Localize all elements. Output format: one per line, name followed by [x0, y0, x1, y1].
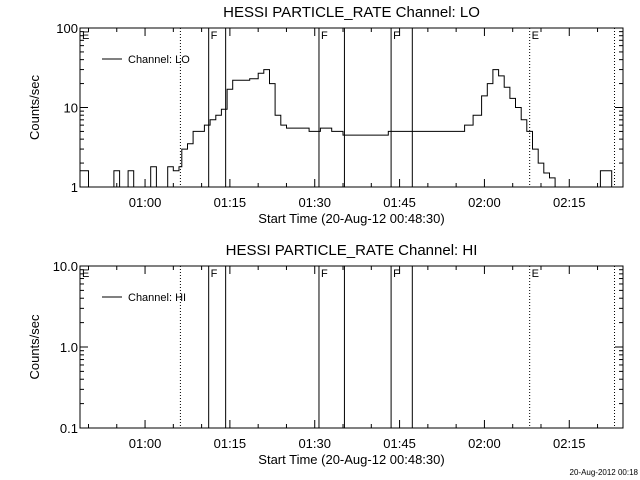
y-tick-label: 1.0: [60, 340, 78, 355]
x-tick-label: 02:15: [553, 436, 586, 451]
x-tick-label: 02:00: [468, 195, 501, 210]
chart-title: HESSI PARTICLE_RATE Channel: LO: [223, 4, 480, 21]
legend-label: Channel: LO: [128, 54, 190, 66]
x-axis-label: Start Time (20-Aug-12 00:48:30): [258, 211, 444, 226]
y-tick-label: 0.1: [60, 421, 78, 436]
event-marker-label: F: [321, 30, 328, 42]
event-marker-label: F: [393, 30, 400, 42]
x-tick-label: 01:45: [383, 436, 416, 451]
x-tick-label: 01:30: [298, 195, 331, 210]
y-axis-label: Counts/sec: [27, 314, 42, 380]
panel-lo: HESSI PARTICLE_RATE Channel: LO 1 10 100 01:…: [27, 4, 624, 226]
event-marker-label: F: [211, 268, 218, 280]
event-marker-label: E: [532, 30, 539, 42]
event-marker-label: E: [532, 268, 539, 280]
y-tick-label: 10: [64, 101, 78, 116]
plot-frame: [79, 265, 624, 429]
event-marker-label: F: [321, 268, 328, 280]
y-tick-label: 1: [71, 180, 78, 195]
panel-hi: HESSI PARTICLE_RATE Channel: HI 0.1 1.0 10.…: [27, 242, 624, 467]
y-tick-label: 10.0: [53, 259, 78, 274]
y-tick-label: 100: [56, 21, 78, 36]
x-tick-label: 01:00: [129, 195, 162, 210]
legend-label: Channel: HI: [128, 292, 186, 304]
x-tick-label: 01:45: [383, 195, 416, 210]
x-tick-label: 02:15: [553, 195, 586, 210]
event-marker-label: E: [82, 268, 89, 280]
series-line: [80, 69, 615, 188]
x-tick-label: 01:30: [298, 436, 331, 451]
x-tick-label: 02:00: [468, 436, 501, 451]
event-marker-label: F: [393, 268, 400, 280]
event-marker-label: E: [82, 30, 89, 42]
x-tick-label: 01:15: [214, 195, 247, 210]
x-axis-label: Start Time (20-Aug-12 00:48:30): [258, 452, 444, 467]
chart-title: HESSI PARTICLE_RATE Channel: HI: [226, 242, 478, 259]
y-axis-label: Counts/sec: [27, 74, 42, 140]
footer-timestamp: 20-Aug-2012 00:18: [570, 468, 639, 477]
event-marker-label: F: [211, 30, 218, 42]
x-tick-label: 01:15: [214, 436, 247, 451]
x-tick-label: 01:00: [129, 436, 162, 451]
